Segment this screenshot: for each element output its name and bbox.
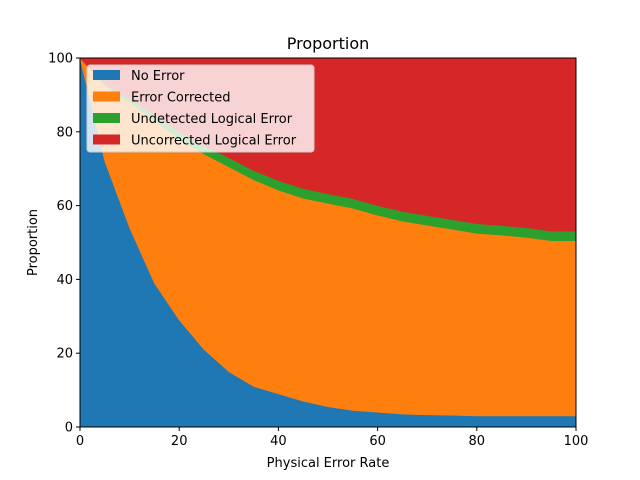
legend-swatch [93, 113, 120, 123]
y-tick-label: 60 [56, 199, 73, 214]
x-tick-label: 60 [369, 434, 386, 449]
x-tick-label: 40 [270, 434, 287, 449]
y-axis: 0 20 40 60 80 100 [48, 52, 80, 436]
x-axis: 0 20 40 60 80 100 [76, 427, 589, 449]
x-tick-label: 100 [564, 434, 589, 449]
x-axis-label: Physical Error Rate [267, 456, 390, 471]
plot-frame [79, 57, 577, 428]
legend-label: Error Corrected [131, 91, 231, 106]
x-tick-label: 80 [469, 434, 486, 449]
legend-swatch [93, 91, 120, 102]
x-tick-label: 0 [76, 434, 84, 449]
legend-label: Undetected Logical Error [131, 112, 293, 127]
y-axis-label: Proportion [26, 209, 41, 276]
legend-swatch [93, 134, 120, 145]
legend-box [86, 64, 315, 153]
legend-label: Uncorrected Logical Error [131, 134, 297, 149]
chart-title: Proportion [287, 34, 370, 53]
y-tick-label: 0 [65, 421, 73, 436]
y-tick-label: 80 [56, 125, 73, 140]
legend-label: No Error [131, 69, 185, 84]
y-tick-label: 40 [56, 273, 73, 288]
legend-swatch [93, 70, 120, 80]
y-tick-label: 100 [48, 52, 73, 67]
x-tick-label: 20 [171, 434, 188, 449]
y-tick-label: 20 [56, 347, 73, 362]
legend: No Error Error Corrected Undetected Logica… [86, 64, 315, 153]
